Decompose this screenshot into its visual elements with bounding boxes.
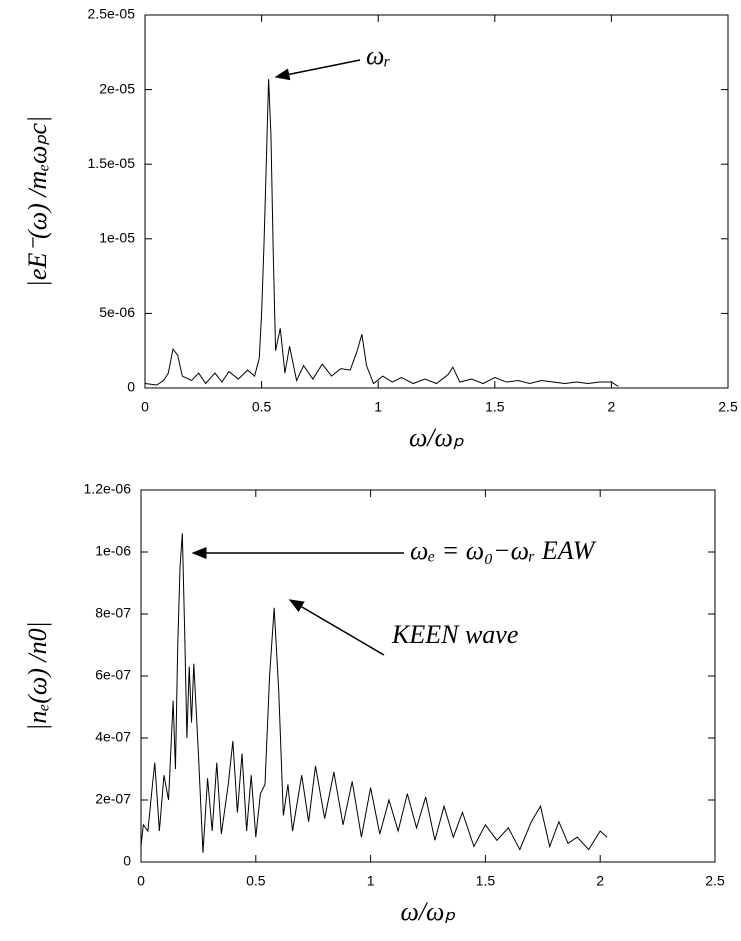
x-axis-label: ω/ωₚ bbox=[400, 897, 455, 926]
x-tick-label: 2.5 bbox=[705, 873, 725, 889]
x-tick-label: 2 bbox=[608, 399, 616, 415]
y-tick-label: 2.5e-05 bbox=[88, 6, 136, 22]
x-tick-label: 2 bbox=[596, 873, 604, 889]
y-tick-label: 4e-07 bbox=[95, 729, 131, 745]
y-tick-label: 2e-07 bbox=[95, 791, 131, 807]
y-tick-label: 5e-06 bbox=[99, 304, 135, 320]
x-tick-label: 0 bbox=[141, 399, 149, 415]
x-axis-label: ω/ωₚ bbox=[409, 423, 464, 452]
x-tick-label: 2.5 bbox=[718, 399, 738, 415]
x-tick-label: 1 bbox=[374, 399, 382, 415]
y-tick-label: 8e-07 bbox=[95, 605, 131, 621]
annotation: ωᵣ bbox=[366, 41, 391, 70]
y-tick-label: 6e-07 bbox=[95, 667, 131, 683]
arrow bbox=[288, 599, 385, 656]
x-tick-label: 1.5 bbox=[485, 399, 505, 415]
y-tick-label: 1.5e-05 bbox=[88, 155, 136, 171]
y-tick-label: 1e-05 bbox=[99, 230, 135, 246]
y-axis-label: |eE⁻(ω) /mₑωₚc| bbox=[23, 116, 52, 287]
data-line bbox=[140, 533, 608, 853]
y-tick-label: 0 bbox=[123, 853, 131, 869]
y-tick-label: 2e-05 bbox=[99, 80, 135, 96]
x-tick-label: 0.5 bbox=[252, 399, 272, 415]
arrow bbox=[274, 59, 361, 81]
y-tick-label: 1e-06 bbox=[95, 543, 131, 559]
y-axis-label: |nₑ(ω) /n0| bbox=[23, 621, 52, 731]
plot-frame bbox=[144, 14, 729, 389]
x-tick-label: 1 bbox=[367, 873, 375, 889]
annotation: ωₑ = ω₀−ωᵣ EAW bbox=[410, 536, 597, 565]
x-tick-label: 0 bbox=[137, 873, 145, 889]
x-tick-label: 0.5 bbox=[246, 873, 266, 889]
y-tick-label: 0 bbox=[127, 379, 135, 395]
annotation: KEEN wave bbox=[391, 620, 518, 649]
data-line bbox=[144, 79, 619, 387]
x-tick-label: 1.5 bbox=[476, 873, 496, 889]
y-tick-label: 1.2e-06 bbox=[84, 481, 132, 497]
